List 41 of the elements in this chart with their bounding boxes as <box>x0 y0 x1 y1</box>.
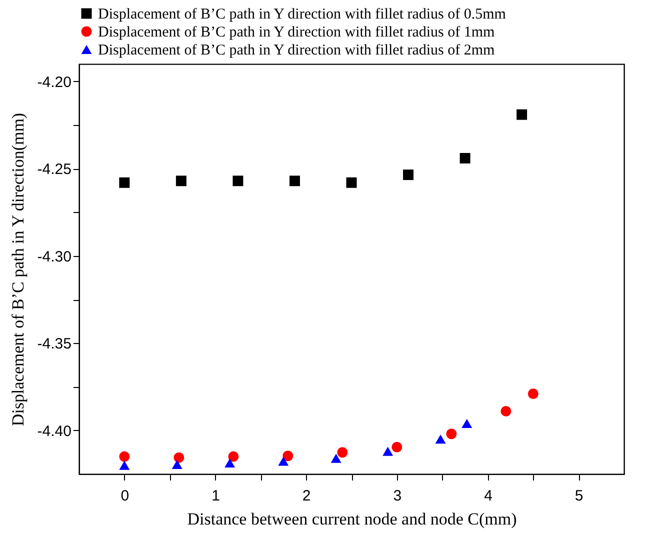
point <box>176 176 186 186</box>
point <box>346 177 357 188</box>
point <box>278 456 289 466</box>
y-axis-title: Displacement of B’C path in Y direction(mm) <box>8 112 28 426</box>
point <box>337 447 348 458</box>
x-tick-label: 2 <box>302 488 311 504</box>
point <box>330 454 342 463</box>
point <box>119 177 130 188</box>
point <box>172 460 182 469</box>
point <box>392 442 402 452</box>
x-axis-title: Distance between current node and node C(mm) <box>187 510 517 528</box>
y-tick-label: -4.35 <box>37 336 72 353</box>
x-tick-label: 3 <box>393 488 402 504</box>
point <box>174 452 184 463</box>
y-tick-label: -4.20 <box>37 74 72 91</box>
point <box>528 388 538 399</box>
y-tick-label: -4.40 <box>37 422 72 440</box>
point <box>435 434 446 444</box>
legend-label: Displacement of B’C path in Y direction with fillet radius of 0.5mm <box>98 6 506 22</box>
point <box>403 170 414 180</box>
point <box>232 176 244 186</box>
point <box>460 152 470 164</box>
point <box>500 406 512 416</box>
x-tick-label: 5 <box>574 488 584 504</box>
point <box>289 176 300 186</box>
point <box>516 109 528 120</box>
point <box>446 428 457 440</box>
point <box>228 451 239 462</box>
point <box>382 446 394 456</box>
x-tick-label: 0 <box>120 488 130 504</box>
x-tick-label: 1 <box>212 488 220 504</box>
y-tick-label: -4.30 <box>37 248 72 266</box>
point <box>119 460 130 470</box>
point <box>119 451 130 462</box>
point <box>462 418 472 428</box>
point <box>224 458 236 468</box>
legend-label: Displacement of B’C path in Y direction with fillet radius of 2mm <box>98 42 496 58</box>
y-tick-label: -4.25 <box>37 161 72 178</box>
x-tick-label: 4 <box>484 488 492 504</box>
point <box>282 450 294 462</box>
legend-label: Displacement of B’C path in Y direction with fillet radius of 1mm <box>98 24 496 40</box>
